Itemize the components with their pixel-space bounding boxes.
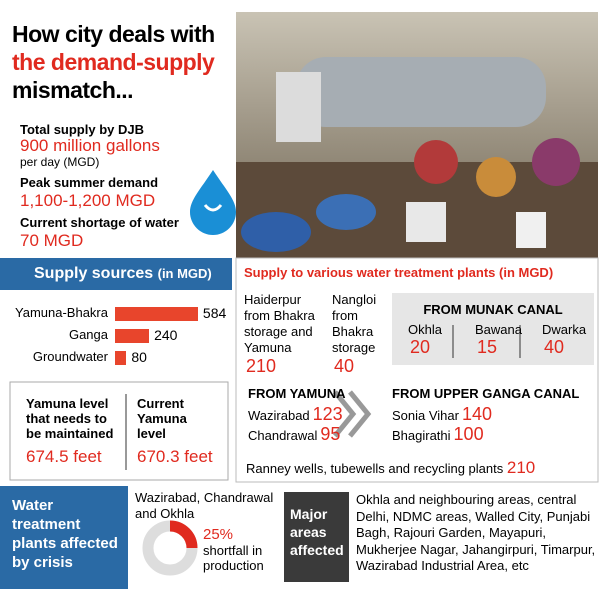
bar [115, 329, 150, 343]
plant-name: Chandrawal [248, 428, 318, 443]
plant-value: 123 [312, 404, 343, 424]
bar [115, 351, 127, 365]
plant-value: 140 [461, 404, 493, 424]
value-label: 80 [131, 349, 147, 365]
group-title: FROM YAMUNA [248, 386, 346, 401]
plant-name: Bawana [475, 322, 522, 337]
donut-arc [142, 520, 198, 576]
level-value: 670.3 feet [137, 447, 213, 466]
title-line: How city deals with [12, 21, 215, 47]
plant-name: Sonia Vihar [392, 408, 459, 423]
stat-value: 70 MGD [20, 231, 84, 250]
plant-name: Bhagirathi [392, 428, 451, 443]
shortfall-text: shortfall in production [203, 543, 264, 573]
photo [236, 12, 598, 258]
plant-value: 95 [320, 424, 341, 444]
value-label: 240 [154, 327, 178, 343]
plant-label: Haiderpur from Bhakra storage and Yamuna [244, 292, 315, 355]
plant-value: 210 [246, 356, 277, 376]
section-title: Supply to various water treatment plants… [244, 265, 554, 280]
plant-name: Wazirabad [248, 408, 310, 423]
chart-unit: (in MGD) [157, 266, 212, 281]
plant-row: Wazirabad 123 [248, 404, 343, 425]
plant-value: 40 [334, 356, 355, 376]
title-line: the demand-supply [12, 49, 215, 75]
title-line: mismatch... [12, 77, 134, 103]
plant-value: 100 [453, 424, 484, 444]
stat-value: 1,100-1,200 MGD [20, 191, 156, 210]
bar-label: Ganga [68, 327, 108, 342]
group-title: FROM UPPER GANGA CANAL [392, 386, 580, 401]
plant-label: Nangloi from Bhakra storage [332, 292, 377, 355]
plant-row: Sonia Vihar 140 [392, 404, 492, 425]
plant-row: Bhagirathi 100 [392, 424, 484, 445]
plant-name: Okhla [408, 322, 442, 337]
chart-title: Supply sources [34, 265, 154, 282]
bar [115, 307, 198, 321]
stat-label: Current shortage of water [20, 215, 179, 230]
stat-value: 900 million gallons [20, 136, 160, 155]
stat-label: Peak summer demand [20, 175, 159, 190]
level-label: Yamuna level that needs to be maintained [26, 396, 114, 441]
plant-row: Chandrawal 95 [248, 424, 340, 445]
group-title: FROM MUNAK CANAL [423, 302, 563, 317]
affected-plants: Wazirabad, Chandrawal and Okhla [135, 490, 274, 521]
plant-value: 15 [477, 337, 498, 357]
stat-label: Total supply by DJB [20, 122, 144, 137]
areas-title: Major areas affected [290, 506, 344, 558]
shortfall-label: 25% [203, 526, 234, 543]
areas-text: Okhla and neighbouring areas, central De… [356, 492, 596, 573]
plant-value: 20 [410, 337, 431, 357]
plant-value: 40 [544, 337, 565, 357]
ranney-label: Ranney wells, tubewells and recycling pl… [246, 461, 504, 476]
affected-title: Water treatment plants affected by crisi… [12, 497, 118, 571]
ranney-value: 210 [506, 458, 536, 477]
stat-note: per day (MGD) [20, 155, 100, 169]
value-label: 584 [202, 305, 227, 321]
bar-label: Yamuna-Bhakra [15, 305, 108, 320]
level-value: 674.5 feet [26, 447, 102, 466]
level-label: Current Yamuna level [137, 396, 187, 441]
plant-name: Dwarka [542, 322, 587, 337]
bar-label: Groundwater [32, 349, 108, 364]
donut [142, 520, 198, 576]
